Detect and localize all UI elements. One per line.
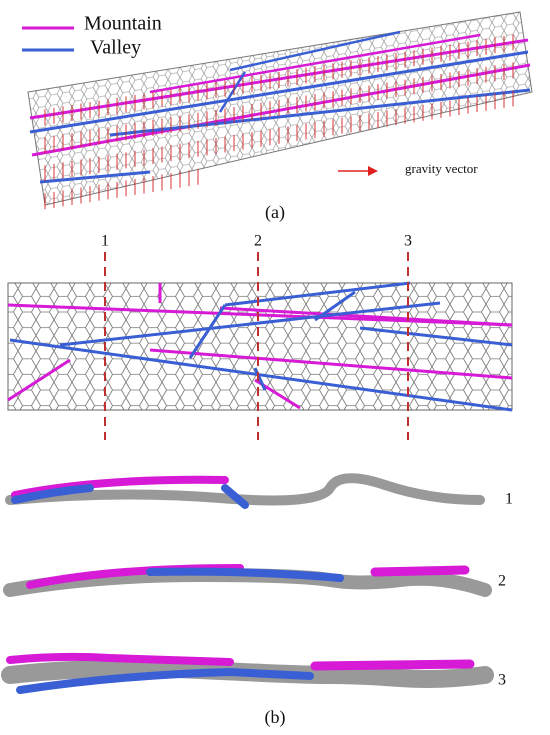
fold-line (7, 358, 71, 402)
gravity-arrowhead (368, 166, 378, 176)
cross-section-label: 3 (498, 672, 506, 689)
fold-line (224, 281, 411, 307)
legend: Mountain Valley (22, 13, 162, 59)
fold-line (219, 306, 513, 327)
fold-line (149, 33, 481, 94)
panel-b-plan (7, 281, 513, 412)
section-label: 3 (404, 233, 412, 250)
annotation: gravity vector (405, 161, 478, 176)
fold-line (310, 659, 475, 671)
fold-line (6, 652, 234, 666)
fold-line (221, 484, 249, 509)
fold-line (31, 63, 531, 157)
fold-line (11, 484, 94, 504)
cross-section-label: 2 (498, 573, 506, 590)
fold-line (218, 71, 247, 113)
fold-line (9, 338, 513, 412)
fold-line (229, 30, 401, 72)
fold-line (370, 565, 470, 577)
section-label: 2 (254, 233, 262, 250)
legend-label: Valley (90, 37, 141, 59)
fold-line (11, 475, 229, 499)
section-lines (104, 252, 409, 440)
gravity-arrows (44, 34, 514, 210)
fold-line (146, 567, 344, 582)
fold-line (253, 367, 267, 391)
cross-section (1, 652, 494, 694)
fold-line (7, 303, 513, 327)
legend-label: Mountain (84, 13, 162, 35)
cross-section-label: 1 (505, 491, 513, 508)
section-label: 1 (101, 233, 109, 250)
fold-line (359, 326, 513, 347)
cross-section (3, 564, 492, 597)
cross-section (5, 473, 485, 509)
fold-line (39, 170, 151, 184)
panel-label: (b) (265, 707, 286, 728)
fold-line (149, 348, 513, 380)
fold-line (188, 304, 227, 359)
fold-line (16, 667, 314, 694)
panel-label: (a) (265, 202, 285, 223)
fold-line (59, 301, 441, 347)
fold-line (29, 50, 529, 134)
